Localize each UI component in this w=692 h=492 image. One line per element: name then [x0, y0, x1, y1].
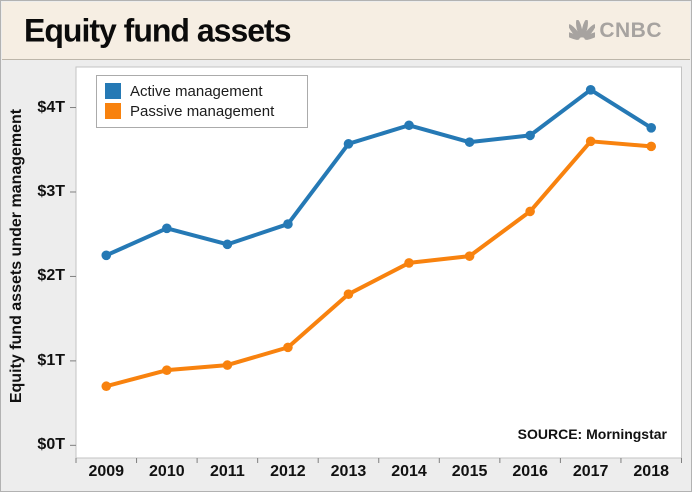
y-tick-label: $2T	[37, 267, 65, 285]
nbc-peacock-icon	[569, 19, 596, 40]
y-tick-label: $4T	[37, 98, 65, 116]
series-line	[104, 139, 654, 389]
x-tick-label: 2017	[572, 463, 609, 480]
legend-label: Active management	[130, 82, 263, 100]
legend: Active management Passive management	[96, 75, 308, 128]
legend-label: Passive management	[130, 102, 275, 120]
data-point-marker	[404, 120, 414, 131]
y-tick-label: $3T	[37, 182, 65, 200]
cnbc-logo: CNBC	[569, 19, 662, 43]
source-note: SOURCE: Morningstar	[517, 426, 667, 442]
x-tick-label: 2012	[270, 463, 306, 480]
data-point-marker	[162, 365, 172, 375]
data-point-marker	[222, 239, 233, 250]
page-title: Equity fund assets	[24, 12, 291, 48]
data-point-marker	[343, 139, 354, 149]
x-tick-label: 2016	[512, 463, 548, 480]
x-tick-label: 2013	[330, 463, 367, 480]
x-tick-label: 2018	[633, 463, 669, 480]
data-point-marker	[646, 123, 657, 133]
legend-swatch-icon	[105, 103, 121, 119]
x-tick-label: 2014	[391, 463, 427, 480]
cnbc-wordmark: CNBC	[599, 18, 662, 42]
data-point-marker	[283, 219, 293, 229]
data-point-marker	[404, 258, 414, 268]
data-point-marker	[464, 137, 475, 147]
data-point-marker	[525, 206, 535, 217]
data-point-marker	[343, 289, 354, 299]
data-point-marker	[283, 342, 293, 353]
x-tick-label: 2009	[88, 463, 125, 480]
legend-item: Active management	[105, 81, 299, 101]
x-tick-label: 2011	[210, 463, 245, 480]
data-point-marker	[585, 136, 596, 147]
series-active-management	[101, 85, 657, 261]
y-tick-label: $0T	[37, 436, 65, 454]
data-point-marker	[464, 251, 475, 261]
data-point-marker	[162, 223, 172, 234]
plot-background	[75, 66, 682, 459]
chart-area: Equity fund assets under management $4T $…	[1, 60, 691, 491]
data-point-marker	[646, 141, 657, 152]
data-point-marker	[222, 360, 233, 370]
legend-item: Passive management	[105, 101, 299, 121]
data-point-marker	[101, 381, 112, 392]
series-line	[104, 87, 654, 258]
x-tick-label: 2015	[451, 463, 488, 480]
y-tick-label: $1T	[37, 351, 65, 369]
legend-items: Active management Passive management	[105, 81, 299, 121]
chart-header: Equity fund assets CNBC	[2, 2, 690, 60]
series-passive-management	[101, 136, 657, 392]
line-plot	[70, 66, 682, 463]
legend-swatch-icon	[105, 83, 121, 99]
x-tick-label: 2010	[149, 463, 185, 480]
data-point-marker	[101, 250, 112, 261]
data-point-marker	[525, 130, 535, 141]
data-point-marker	[585, 85, 596, 95]
